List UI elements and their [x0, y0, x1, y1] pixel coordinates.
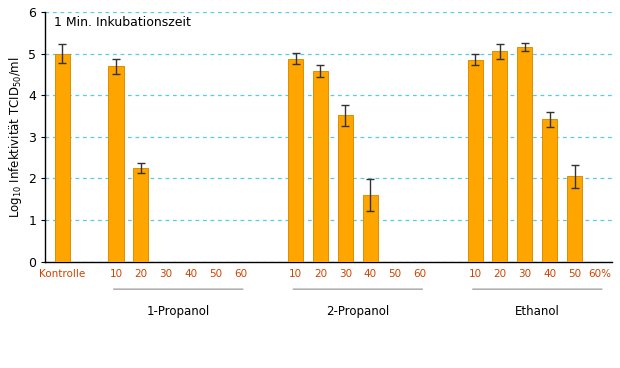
Bar	[313, 71, 328, 262]
Text: 1 Min. Inkubationszeit: 1 Min. Inkubationszeit	[54, 16, 190, 29]
Bar	[133, 168, 148, 262]
Bar	[338, 115, 353, 262]
Bar	[492, 52, 507, 262]
Bar	[363, 195, 378, 262]
Bar	[288, 59, 303, 262]
Bar	[108, 66, 123, 262]
Bar	[567, 176, 582, 262]
Bar	[517, 47, 533, 262]
Y-axis label: Log$_{10}$ Infektivität TCID$_{50}$/ml: Log$_{10}$ Infektivität TCID$_{50}$/ml	[7, 56, 24, 217]
Bar	[55, 54, 70, 262]
Bar	[542, 119, 557, 262]
Text: 2-Propanol: 2-Propanol	[326, 305, 389, 318]
Text: 1-Propanol: 1-Propanol	[147, 305, 210, 318]
Bar	[467, 60, 482, 262]
Text: Ethanol: Ethanol	[515, 305, 560, 318]
